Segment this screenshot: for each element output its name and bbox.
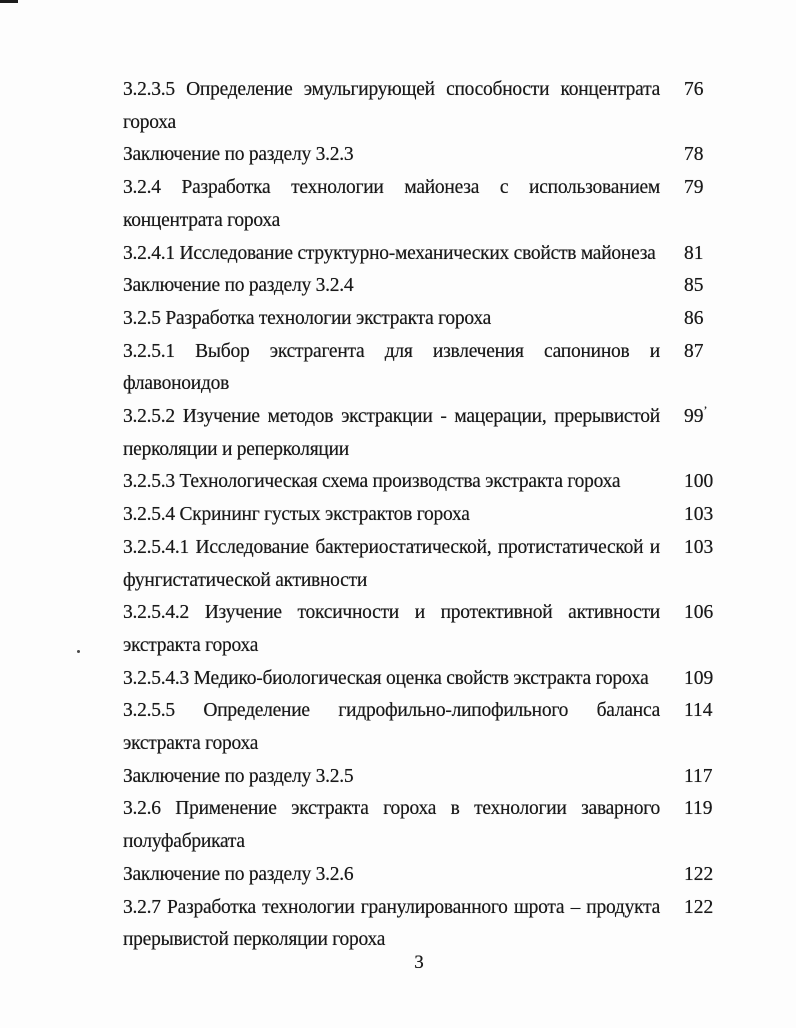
toc-entry-title: 3.2.5.4.2 Изучение токсичности и протект… bbox=[123, 602, 660, 656]
toc-entry: 3.2.5.4 Скрининг густых экстрактов горох… bbox=[123, 499, 715, 532]
toc-entry-page: 87 bbox=[684, 340, 704, 362]
toc-entry: Заключение по разделу 3.2.5 117 bbox=[123, 761, 715, 794]
toc-entry-title: 3.2.4 Разработка технологии майонеза с и… bbox=[123, 177, 660, 231]
toc-entry-page: 76 bbox=[684, 79, 704, 100]
toc-entry: 3.2.3.5 Определение эмульгирующей способ… bbox=[123, 74, 715, 139]
toc-entry: 3.2.6 Применение экстракта гороха в техн… bbox=[123, 793, 715, 858]
toc-entry: 3.2.5 Разработка технологии экстракта го… bbox=[123, 303, 715, 336]
toc-entry: 3.2.5.3 Технологическая схема производст… bbox=[123, 466, 715, 499]
toc-entry-page: 81 bbox=[684, 242, 704, 264]
toc-entry: 3.2.5.4.2 Изучение токсичности и протект… bbox=[123, 597, 715, 662]
toc-entry-title: 3.2.5.5 Определение гидрофильно-липофиль… bbox=[123, 700, 660, 755]
toc-entry-page: 86 bbox=[684, 307, 704, 329]
toc-entry: 3.2.5.4.3 Медико-биологическая оценка св… bbox=[123, 663, 715, 696]
toc-entry: Заключение по разделу 3.2.3 78 bbox=[123, 139, 715, 172]
toc-entry-title: 3.2.3.5 Определение эмульгирующей способ… bbox=[123, 79, 660, 133]
toc-entry-title: 3.2.5.4.3 Медико-биологическая оценка св… bbox=[123, 667, 649, 689]
toc-entry-page: 100 bbox=[684, 471, 714, 493]
table-of-contents: 3.2.3.5 Определение эмульгирующей способ… bbox=[123, 74, 715, 957]
toc-entry-title: 3.2.5.3 Технологическая схема производст… bbox=[123, 471, 621, 493]
toc-entry: Заключение по разделу 3.2.4 85 bbox=[123, 270, 715, 303]
toc-entry-title: Заключение по разделу 3.2.6 bbox=[123, 863, 354, 885]
toc-entry-page: 78 bbox=[684, 144, 704, 166]
toc-entry-page: 119 bbox=[684, 798, 713, 820]
toc-entry-page: 117 bbox=[684, 765, 713, 787]
toc-entry-page: 109 bbox=[684, 667, 714, 689]
scan-artifact-tick: ʼ bbox=[703, 404, 708, 418]
toc-entry-title: 3.2.5.4 Скрининг густых экстрактов горох… bbox=[123, 504, 470, 526]
toc-entry: 3.2.4 Разработка технологии майонеза с и… bbox=[123, 172, 715, 237]
toc-entry-page: 122 bbox=[684, 896, 714, 918]
toc-entry: 3.2.7 Разработка технологии гранулирован… bbox=[123, 892, 715, 957]
toc-entry-title: 3.2.6 Применение экстракта гороха в техн… bbox=[123, 798, 660, 853]
toc-entry-title: Заключение по разделу 3.2.4 bbox=[123, 275, 354, 297]
page-number: 3 bbox=[414, 952, 424, 973]
toc-entry-title: 3.2.5.2 Изучение методов экстракции - ма… bbox=[123, 406, 660, 460]
toc-entry: 3.2.5.2 Изучение методов экстракции - ма… bbox=[123, 401, 715, 466]
toc-entry-page: 79 bbox=[684, 177, 704, 199]
toc-entry-page: 85 bbox=[684, 275, 704, 297]
toc-entry: 3.2.4.1 Исследование структурно-механиче… bbox=[123, 238, 715, 271]
toc-entry-page: 122 bbox=[684, 863, 714, 885]
toc-entry-title: 3.2.7 Разработка технологии гранулирован… bbox=[123, 896, 660, 951]
toc-entry-page: 99ʼ bbox=[684, 404, 708, 428]
toc-entry-title: 3.2.5.4.1 Исследование бактериостатическ… bbox=[123, 536, 660, 591]
toc-entry-title: 3.2.5 Разработка технологии экстракта го… bbox=[123, 307, 492, 329]
scan-artifact-dot bbox=[77, 650, 80, 653]
toc-entry-title: 3.2.5.1 Выбор экстрагента для извлечения… bbox=[123, 340, 660, 395]
scan-artifact-streak bbox=[0, 0, 18, 3]
toc-entry-page: 106 bbox=[684, 602, 714, 624]
toc-entry: 3.2.5.4.1 Исследование бактериостатическ… bbox=[123, 532, 715, 597]
toc-entry: Заключение по разделу 3.2.6 122 bbox=[123, 859, 715, 892]
toc-entry: 3.2.5.1 Выбор экстрагента для извлечения… bbox=[123, 336, 715, 401]
toc-entry-page: 114 bbox=[684, 700, 713, 722]
toc-entry-page: 103 bbox=[684, 536, 714, 558]
toc-entry-title: Заключение по разделу 3.2.3 bbox=[123, 144, 354, 166]
toc-entry-title: Заключение по разделу 3.2.5 bbox=[123, 765, 354, 787]
toc-entry-title: 3.2.4.1 Исследование структурно-механиче… bbox=[123, 242, 656, 264]
toc-entry: 3.2.5.5 Определение гидрофильно-липофиль… bbox=[123, 695, 715, 760]
toc-entry-page: 103 bbox=[684, 504, 714, 526]
